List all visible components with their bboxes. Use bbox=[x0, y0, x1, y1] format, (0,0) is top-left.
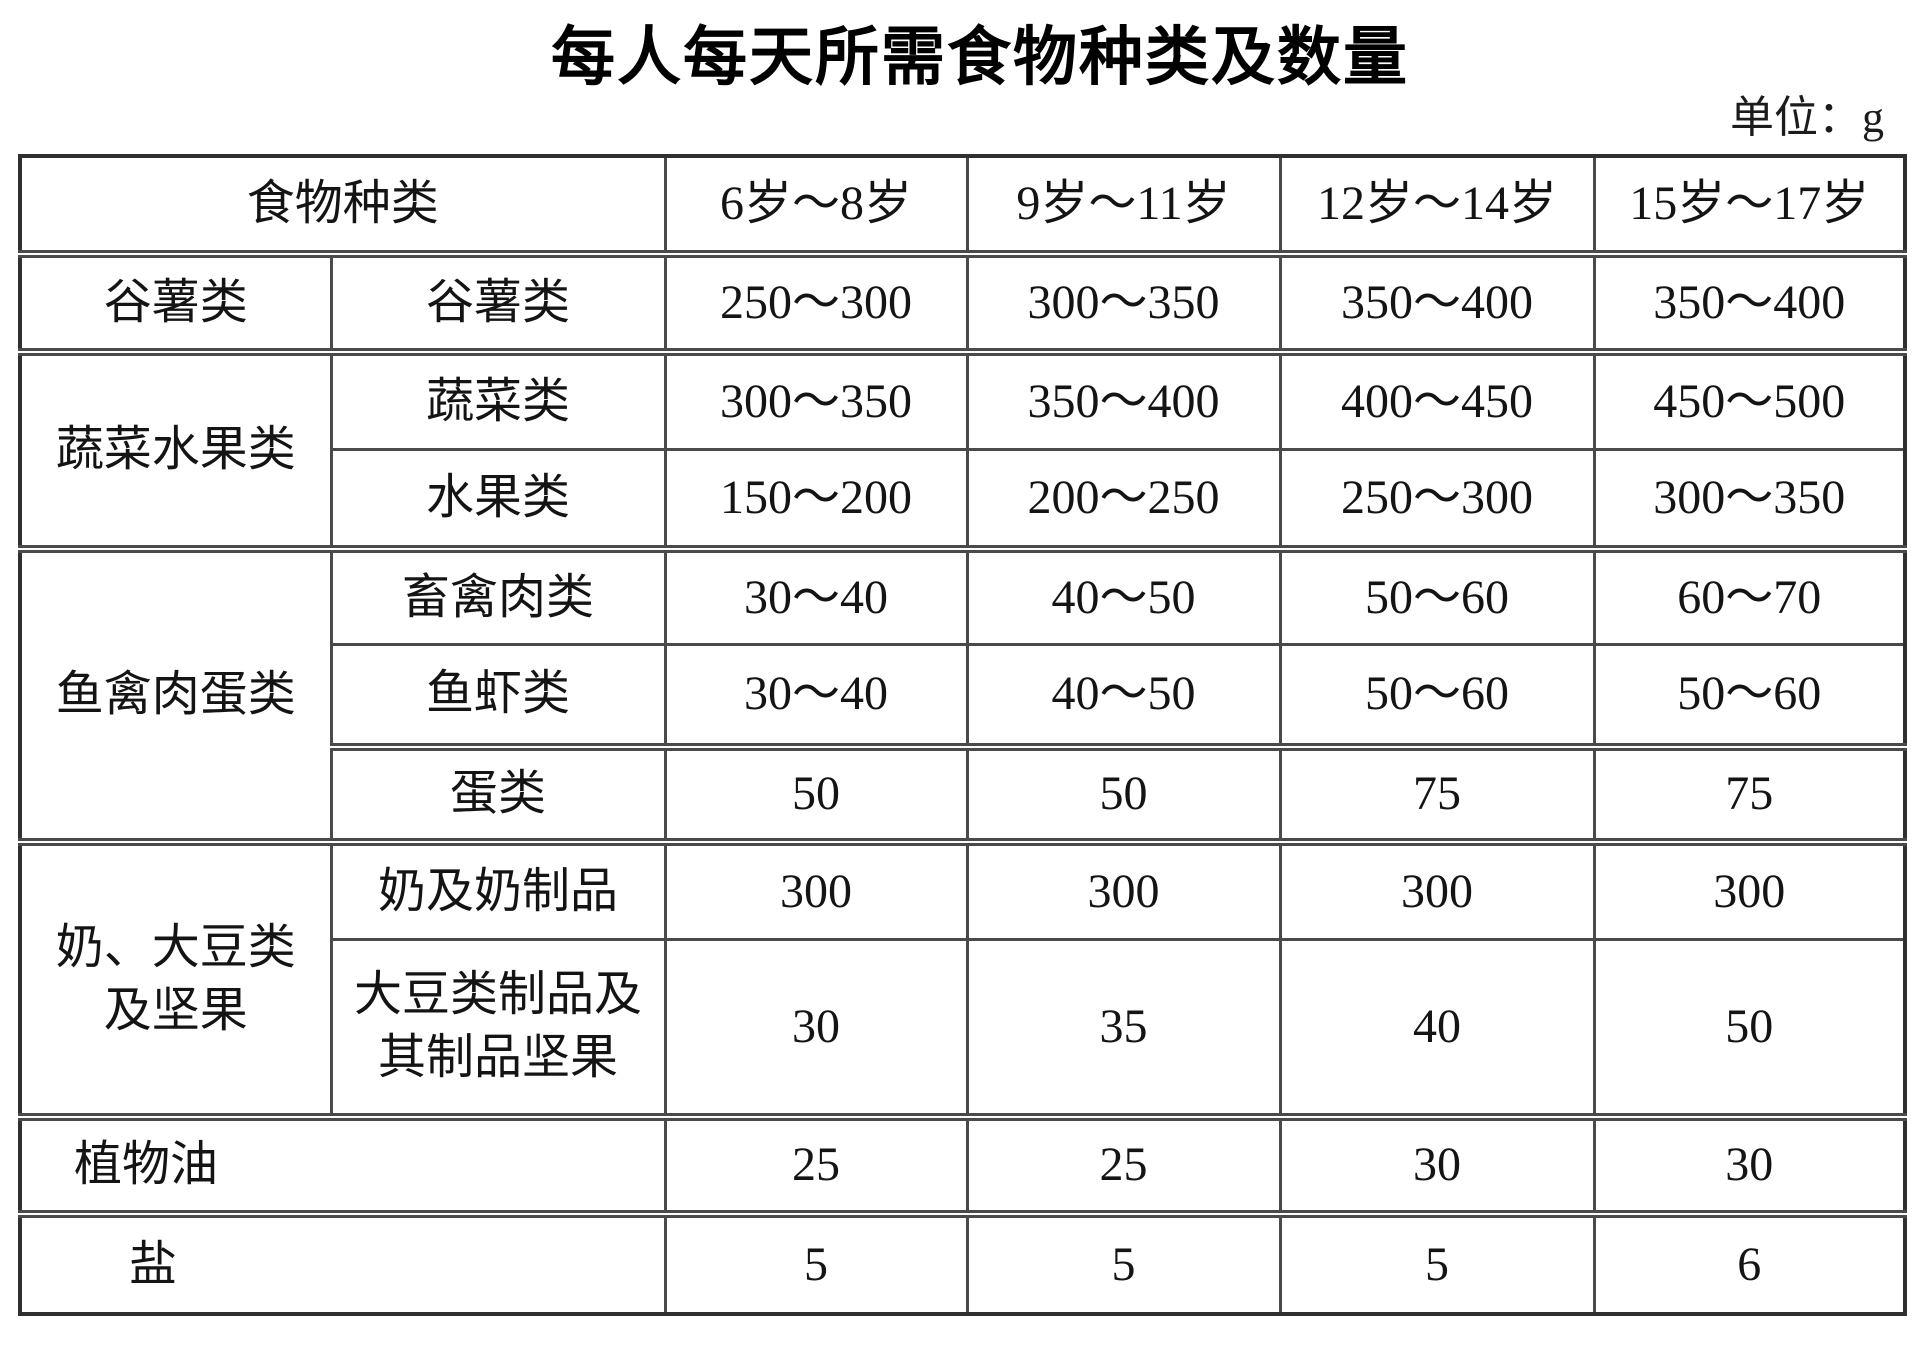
value-cell: 50 bbox=[663, 743, 969, 844]
sub-cell-soy-products-nuts: 大豆类制品及 其制品坚果 bbox=[329, 937, 667, 1119]
table-row: 植物油 25 25 30 30 bbox=[18, 1113, 1907, 1216]
sub-cell-fruits: 水果类 bbox=[329, 447, 667, 551]
table-row: 蔬菜水果类 蔬菜类 300～350 350～400 400～450 450～50… bbox=[18, 348, 1907, 551]
value-cell: 75 bbox=[1592, 743, 1907, 844]
value-cell: 350～400 bbox=[1592, 250, 1907, 354]
value-cell: 25 bbox=[965, 1113, 1282, 1216]
value-cell: 50～60 bbox=[1592, 642, 1907, 749]
page-title: 每人每天所需食物种类及数量 bbox=[551, 21, 1409, 95]
value-cell: 250～300 bbox=[663, 250, 969, 354]
table-row: 谷薯类 谷薯类 250～300 300～350 350～400 350～400 bbox=[18, 250, 1907, 354]
value-cell: 300 bbox=[1278, 838, 1596, 941]
header-age-12-14: 12岁～14岁 bbox=[1278, 154, 1596, 256]
group-cell-dairy-soy-nuts: 奶、大豆类 及坚果 bbox=[18, 838, 333, 1119]
value-cell: 50～60 bbox=[1278, 545, 1596, 646]
value-cell: 300 bbox=[965, 838, 1282, 941]
table-row: 大豆类制品及 其制品坚果 30 35 40 50 bbox=[20, 937, 1907, 1119]
value-cell: 300 bbox=[1592, 838, 1907, 941]
unit-label: 单位：g bbox=[1730, 93, 1884, 142]
value-cell: 200～250 bbox=[965, 447, 1282, 551]
label-cell-salt: 盐 bbox=[18, 1210, 667, 1316]
value-cell: 400～450 bbox=[1278, 348, 1596, 451]
value-cell: 150～200 bbox=[663, 447, 969, 551]
value-cell: 75 bbox=[1278, 743, 1596, 844]
value-cell: 30～40 bbox=[663, 642, 969, 749]
table-row: 盐 5 5 5 6 bbox=[18, 1210, 1907, 1316]
value-cell: 5 bbox=[965, 1210, 1282, 1316]
table-row: 水果类 150～200 200～250 250～300 300～350 bbox=[20, 447, 1907, 551]
value-cell: 300～350 bbox=[1592, 447, 1907, 551]
sub-cell-livestock-poultry-meat: 畜禽肉类 bbox=[329, 545, 667, 646]
sub-cell-eggs: 蛋类 bbox=[329, 743, 667, 844]
table-row: 奶、大豆类 及坚果 奶及奶制品 300 300 300 300 bbox=[18, 838, 1907, 1119]
value-cell: 300 bbox=[663, 838, 969, 941]
value-cell: 450～500 bbox=[1592, 348, 1907, 451]
value-cell: 25 bbox=[663, 1113, 969, 1216]
value-cell: 30～40 bbox=[663, 545, 969, 646]
sub-cell-vegetables: 蔬菜类 bbox=[329, 348, 667, 451]
header-age-9-11: 9岁～11岁 bbox=[965, 154, 1282, 256]
sub-cell-fish-shrimp: 鱼虾类 bbox=[329, 642, 667, 749]
value-cell: 30 bbox=[663, 937, 969, 1119]
value-cell: 40～50 bbox=[965, 545, 1282, 646]
value-cell: 250～300 bbox=[1278, 447, 1596, 551]
table-row: 鱼禽肉蛋类 畜禽肉类 30～40 40～50 50～60 60～70 bbox=[18, 545, 1907, 844]
value-cell: 5 bbox=[1278, 1210, 1596, 1316]
value-cell: 50 bbox=[1592, 937, 1907, 1119]
table-header-row: 食物种类 6岁～8岁 9岁～11岁 12岁～14岁 15岁～17岁 bbox=[18, 154, 1907, 256]
sub-cell-milk-products: 奶及奶制品 bbox=[329, 838, 667, 941]
food-requirements-table: 食物种类 6岁～8岁 9岁～11岁 12岁～14岁 15岁～17岁 谷薯类 谷薯… bbox=[18, 154, 1908, 1316]
header-age-15-17: 15岁～17岁 bbox=[1592, 154, 1907, 256]
value-cell: 5 bbox=[663, 1210, 969, 1316]
sub-cell-grains: 谷薯类 bbox=[329, 250, 667, 354]
value-cell: 350～400 bbox=[965, 348, 1282, 451]
group-cell-veg-fruit: 蔬菜水果类 bbox=[18, 348, 333, 551]
label-cell-vegetable-oil: 植物油 bbox=[18, 1113, 667, 1216]
value-cell: 30 bbox=[1278, 1113, 1596, 1216]
header-food-type: 食物种类 bbox=[18, 154, 667, 256]
value-cell: 60～70 bbox=[1592, 545, 1907, 646]
value-cell: 40～50 bbox=[965, 642, 1282, 749]
value-cell: 50～60 bbox=[1278, 642, 1596, 749]
group-cell-fish-meat-egg: 鱼禽肉蛋类 bbox=[18, 545, 333, 844]
group-cell-grains: 谷薯类 bbox=[18, 250, 333, 354]
value-cell: 6 bbox=[1592, 1210, 1907, 1316]
value-cell: 35 bbox=[965, 937, 1282, 1119]
table-row: 鱼虾类 30～40 40～50 50～60 50～60 bbox=[20, 642, 1907, 749]
value-cell: 50 bbox=[965, 743, 1282, 844]
value-cell: 300～350 bbox=[965, 250, 1282, 354]
table-row: 蛋类 50 50 75 75 bbox=[20, 743, 1907, 844]
value-cell: 300～350 bbox=[663, 348, 969, 451]
value-cell: 40 bbox=[1278, 937, 1596, 1119]
value-cell: 350～400 bbox=[1278, 250, 1596, 354]
header-age-6-8: 6岁～8岁 bbox=[663, 154, 969, 256]
value-cell: 30 bbox=[1592, 1113, 1907, 1216]
